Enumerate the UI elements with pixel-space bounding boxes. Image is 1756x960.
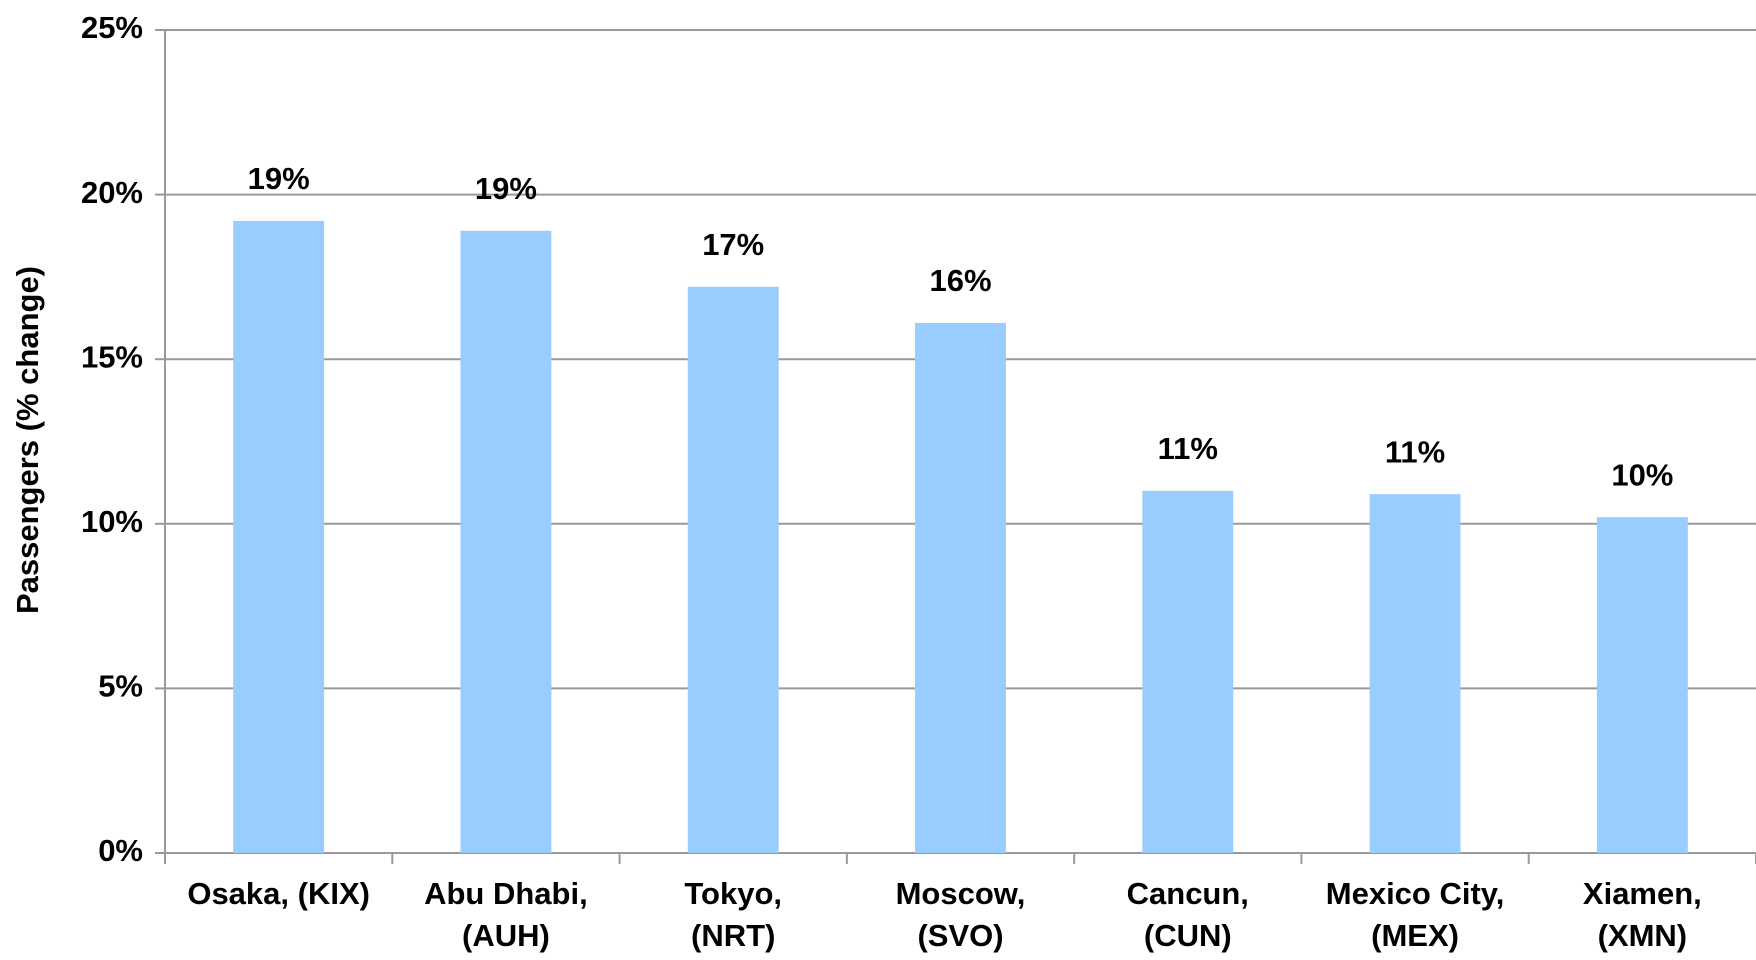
- x-tick-line: (XMN): [1598, 918, 1688, 953]
- x-tick-label: Abu Dhabi, (AUH): [424, 876, 588, 953]
- x-tick-line: Moscow,: [896, 876, 1026, 911]
- value-label: 10%: [1611, 457, 1673, 492]
- x-tick-label: Moscow, (SVO): [896, 876, 1026, 953]
- x-tick-line: Abu Dhabi,: [424, 876, 588, 911]
- x-tick-label: Mexico City, (MEX): [1326, 876, 1505, 953]
- y-tick-label: 10%: [81, 504, 143, 539]
- y-tick-label: 25%: [81, 10, 143, 45]
- x-tick-line: Tokyo,: [684, 876, 782, 911]
- bar: [460, 230, 552, 853]
- bar: [1369, 494, 1461, 853]
- x-tick-label: Xiamen, (XMN): [1583, 876, 1702, 953]
- value-label: 11%: [1385, 434, 1445, 469]
- y-axis-label: Passengers (% change): [10, 266, 45, 614]
- y-tick-label: 15%: [81, 339, 143, 374]
- x-tick-line: Cancun,: [1127, 876, 1249, 911]
- bar: [915, 322, 1006, 853]
- x-tick-label: Cancun, (CUN): [1127, 876, 1249, 953]
- x-tick-line: (NRT): [691, 918, 775, 953]
- value-label: 19%: [248, 161, 310, 196]
- y-tick-label: 0%: [98, 833, 143, 868]
- value-label: 17%: [702, 227, 764, 262]
- value-label: 16%: [929, 263, 991, 298]
- value-label: 11%: [1158, 431, 1218, 466]
- bar: [1142, 490, 1234, 853]
- x-tick-label: Tokyo, (NRT): [684, 876, 782, 953]
- bar: [1596, 517, 1688, 853]
- y-tick-label: 5%: [98, 669, 143, 704]
- x-tick-line: (MEX): [1371, 918, 1459, 953]
- bar: [233, 220, 325, 853]
- x-tick-line: (AUH): [462, 918, 550, 953]
- x-tick-line: (SVO): [917, 918, 1003, 953]
- x-tick-line: Xiamen,: [1583, 876, 1702, 911]
- bar: [687, 286, 779, 853]
- x-tick-line: (CUN): [1144, 918, 1232, 953]
- y-tick-label: 20%: [81, 175, 143, 210]
- value-label: 19%: [475, 171, 537, 206]
- x-tick-line: Osaka, (KIX): [187, 876, 370, 911]
- x-tick-label: Osaka, (KIX): [187, 876, 370, 911]
- x-tick-line: Mexico City,: [1326, 876, 1505, 911]
